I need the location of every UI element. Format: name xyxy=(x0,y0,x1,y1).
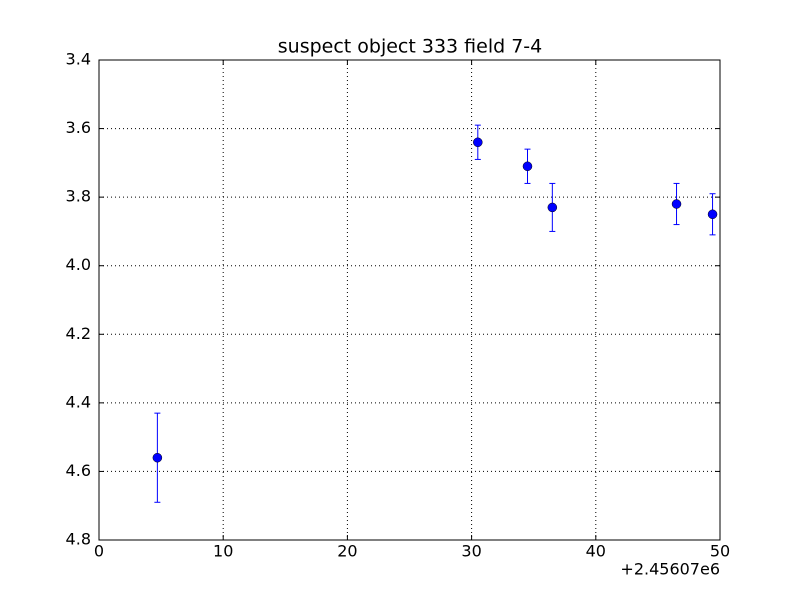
data-point xyxy=(473,137,483,148)
x-tick-label: 40 xyxy=(586,542,606,561)
y-tick-label: 3.6 xyxy=(66,118,91,137)
y-tick-label: 4.0 xyxy=(66,255,91,274)
data-point xyxy=(522,161,533,172)
y-tick-label: 3.4 xyxy=(66,50,91,69)
data-point xyxy=(547,202,558,213)
y-tick-label: 3.8 xyxy=(66,187,91,206)
x-offset-label: +2.45607e6 xyxy=(620,560,720,579)
y-tick-label: 4.4 xyxy=(66,392,91,411)
data-point xyxy=(152,452,163,463)
x-tick-label: 50 xyxy=(710,542,730,561)
y-tick-label: 4.6 xyxy=(66,461,91,480)
x-tick-label: 30 xyxy=(461,542,481,561)
y-tick-label: 4.8 xyxy=(66,530,91,549)
x-tick-label: 20 xyxy=(337,542,357,561)
data-point xyxy=(671,199,682,209)
y-tick-label: 4.2 xyxy=(66,324,91,343)
x-tick-label: 0 xyxy=(94,542,104,561)
chart-title: suspect object 333 field 7-4 xyxy=(278,36,543,58)
plot-frame xyxy=(98,59,721,541)
x-tick-label: 10 xyxy=(213,542,233,561)
data-point xyxy=(707,209,718,220)
